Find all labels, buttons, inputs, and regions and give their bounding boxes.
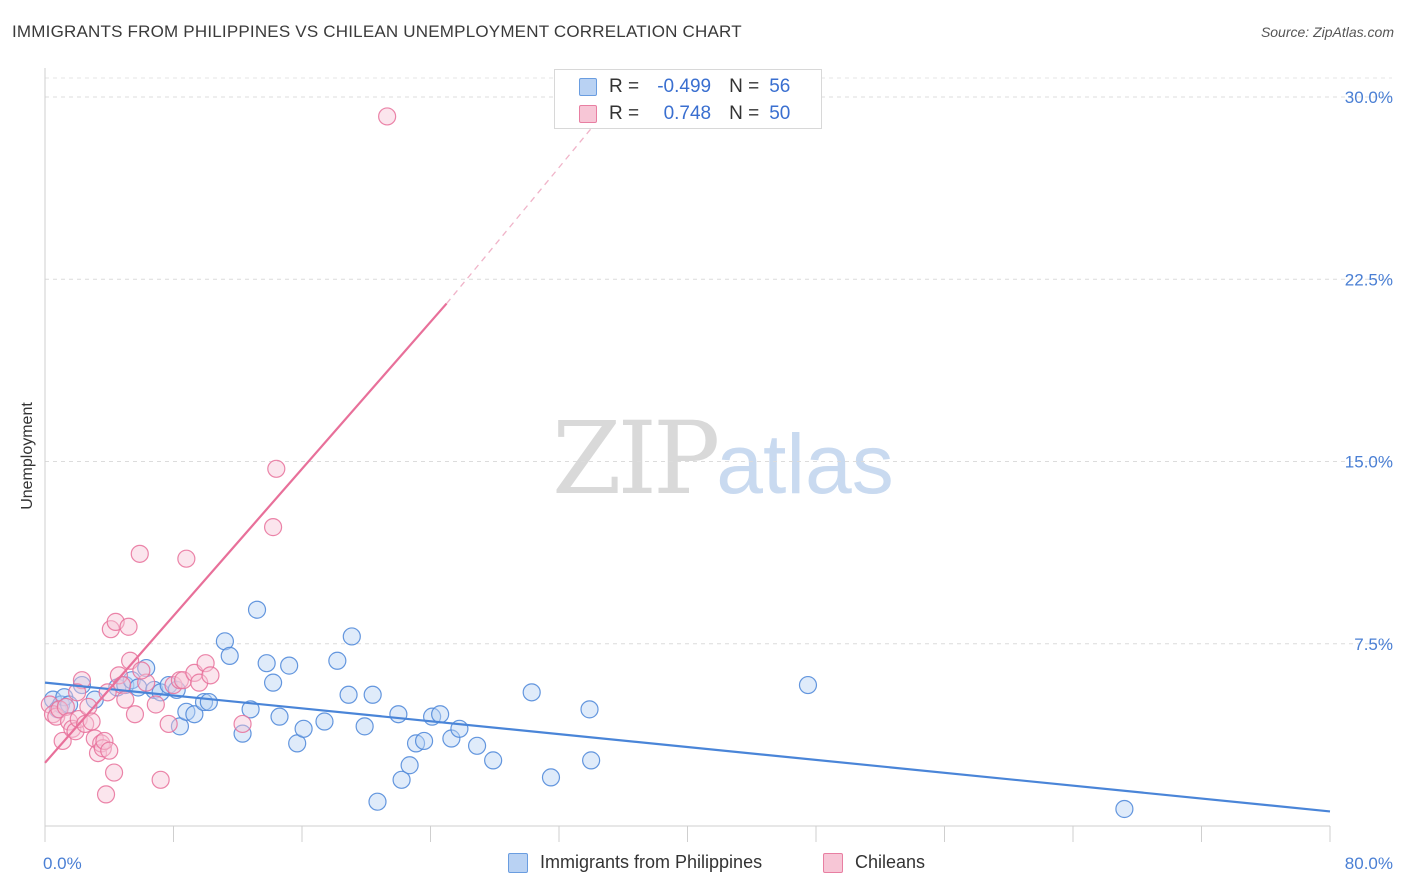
legend-item-chileans[interactable]: Chileans — [823, 852, 925, 873]
data-point — [95, 731, 114, 751]
data-point — [233, 724, 252, 743]
stats-legend: R = -0.499 N = 56 R = 0.748 N = 50 — [554, 69, 822, 129]
data-point — [96, 785, 116, 804]
data-point — [167, 680, 186, 700]
data-point — [220, 646, 239, 666]
chileans-swatch — [579, 105, 597, 123]
data-point — [159, 714, 178, 734]
data-point — [378, 107, 397, 126]
n-value: 56 — [769, 76, 791, 97]
data-point — [257, 654, 276, 673]
data-point — [522, 683, 541, 702]
chart-title: IMMIGRANTS FROM PHILIPPINES VS CHILEAN U… — [12, 22, 742, 41]
x-tick-label: 0.0% — [43, 854, 82, 873]
data-point — [241, 700, 260, 719]
data-point — [137, 658, 156, 678]
data-point — [431, 705, 450, 724]
trend-line-chileans — [44, 302, 448, 764]
data-point — [116, 690, 135, 709]
source-credit: Source: ZipAtlas.com — [1260, 24, 1394, 40]
data-point — [177, 549, 196, 568]
data-point — [400, 756, 419, 775]
watermark: ZIPatlas — [552, 400, 894, 517]
data-point — [146, 695, 165, 714]
data-point — [125, 705, 145, 724]
data-point — [132, 661, 151, 680]
data-point — [79, 697, 98, 717]
r-label: R = — [609, 76, 640, 97]
y-tick-label: 22.5% — [1345, 270, 1393, 289]
stats-row-philippines: R = -0.499 N = 56 — [579, 75, 790, 99]
data-point — [130, 544, 149, 563]
data-point — [363, 685, 382, 704]
trend-lines — [446, 128, 592, 304]
series-chileans-points — [40, 107, 397, 804]
data-point — [342, 627, 361, 646]
watermark-zip: ZIP — [552, 400, 720, 517]
data-point — [328, 651, 347, 670]
r-value: -0.499 — [657, 76, 712, 97]
data-point — [109, 666, 128, 685]
data-point — [280, 656, 299, 675]
data-point — [201, 666, 220, 685]
data-point — [315, 712, 334, 731]
data-point — [199, 692, 218, 712]
n-value: 50 — [769, 103, 791, 124]
data-point — [1115, 799, 1134, 819]
trend-line-chileans-extension — [446, 128, 592, 304]
legend-item-philippines[interactable]: Immigrants from Philippines — [508, 852, 762, 873]
watermark-atlas: atlas — [716, 417, 894, 511]
data-point — [190, 673, 209, 692]
data-point — [215, 632, 234, 651]
data-point — [339, 685, 358, 704]
data-point — [104, 763, 124, 782]
tick-labels: 7.5% 15.0% 22.5% 30.0% 0.0% 80.0% — [43, 88, 1393, 873]
data-point — [368, 792, 387, 811]
trend-lines-front — [44, 302, 1331, 813]
philippines-legend-swatch — [508, 852, 528, 873]
data-point — [414, 731, 434, 751]
data-point — [467, 736, 487, 755]
chileans-legend-swatch — [823, 852, 843, 873]
data-point — [580, 700, 599, 719]
x-tick-label: 80.0% — [1345, 854, 1393, 873]
data-point — [541, 768, 561, 787]
trend-line-philippines — [44, 681, 1331, 813]
data-point — [798, 675, 818, 695]
philippines-swatch — [579, 78, 597, 96]
data-point — [263, 518, 283, 537]
series-philippines-points — [43, 600, 1134, 819]
data-point — [267, 459, 286, 478]
data-point — [185, 705, 204, 724]
y-tick-label: 30.0% — [1345, 88, 1393, 107]
r-label: R = — [609, 103, 640, 124]
data-point — [484, 751, 503, 770]
y-tick-label: 7.5% — [1354, 635, 1393, 654]
data-point — [389, 705, 408, 724]
data-point — [100, 741, 119, 760]
stats-row-chileans: R = 0.748 N = 50 — [579, 102, 790, 126]
legend-label: Immigrants from Philippines — [540, 852, 763, 872]
data-point — [233, 714, 252, 734]
data-point — [68, 683, 87, 702]
data-point — [56, 697, 75, 717]
data-point — [270, 707, 289, 726]
n-label: N = — [729, 76, 760, 97]
data-point — [355, 717, 374, 736]
y-tick-label: 15.0% — [1345, 453, 1393, 472]
data-point — [151, 770, 170, 789]
data-point — [294, 719, 313, 738]
data-point — [247, 600, 267, 619]
n-label: N = — [729, 103, 760, 124]
data-point — [582, 751, 601, 770]
grid-lines — [45, 77, 1392, 645]
data-point — [392, 770, 411, 789]
legend-label: Chileans — [855, 852, 926, 872]
r-value: 0.748 — [663, 103, 712, 124]
data-point — [119, 617, 138, 636]
data-point — [263, 673, 283, 692]
series-legend: Immigrants from Philippines Chileans — [0, 852, 1406, 878]
